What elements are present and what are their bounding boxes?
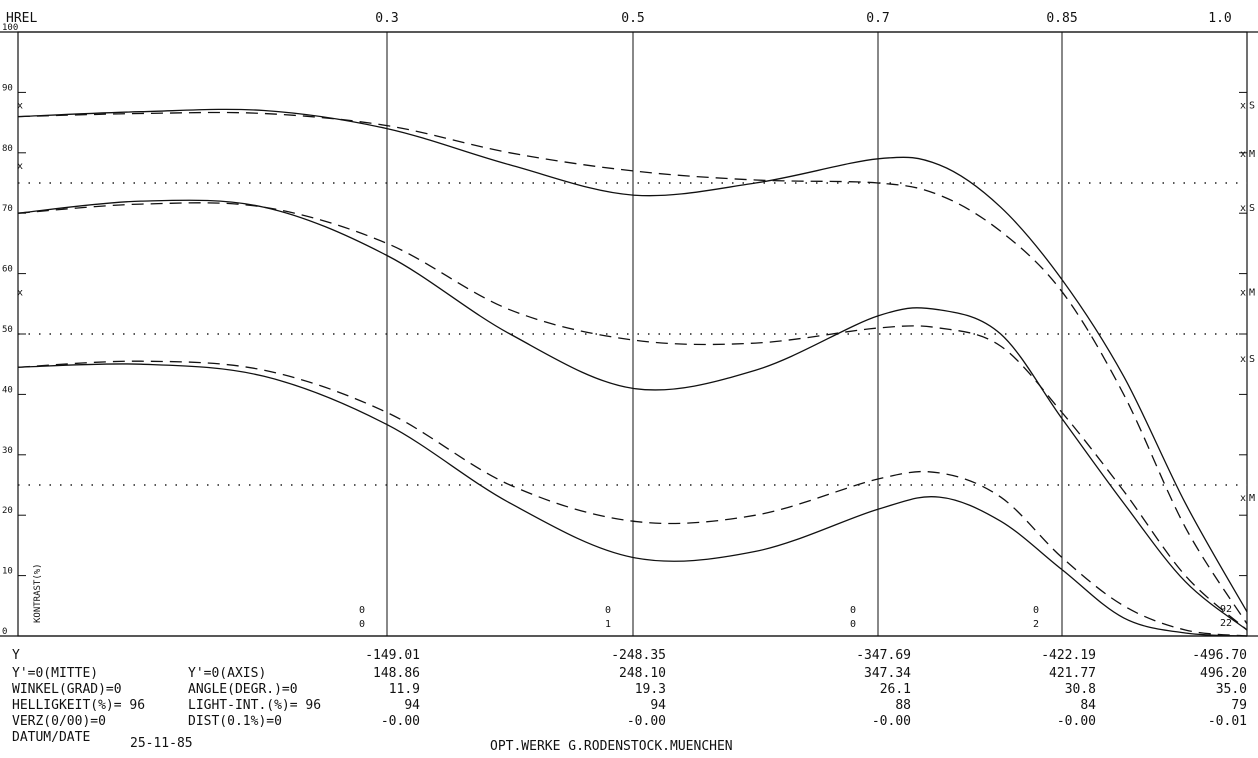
dashed-mtf-curve [17, 202, 1248, 631]
mtf-curves [17, 108, 1248, 637]
x-tick-label: 1.0 [1208, 11, 1231, 26]
y-tick-label: 60 [2, 265, 13, 275]
table-cell: -248.35 [611, 648, 666, 663]
side-mark-x: x [1240, 100, 1246, 111]
x-tick-label: 0.3 [375, 11, 398, 26]
table-cell: 94 [404, 698, 420, 713]
table-row-label: WINKEL(GRAD)=0 [12, 682, 122, 697]
y-tick-label: 20 [2, 506, 13, 516]
left-side-mark: x [17, 288, 23, 299]
table-cell: 496.20 [1200, 666, 1247, 681]
side-mark-label: M [1249, 149, 1255, 160]
y-tick-label: 40 [2, 385, 13, 395]
table-row-label: Y [12, 648, 20, 663]
table-cell: -422.19 [1041, 648, 1096, 663]
table-row-label-en: LIGHT-INT.(%)= 96 [188, 698, 321, 713]
table-cell: 148.86 [373, 666, 420, 681]
y-tick-label: 50 [2, 325, 13, 335]
y-tick-label: 0 [2, 627, 7, 637]
table-cell: 347.34 [864, 666, 911, 681]
dashed-mtf-curve [17, 360, 1248, 637]
x-tick-label: 0.7 [866, 11, 889, 26]
x-axis-label: HREL [6, 11, 37, 26]
table-cell: -0.00 [1057, 714, 1096, 729]
column-marker-top: 0 [850, 605, 856, 616]
solid-mtf-curve [17, 199, 1248, 631]
side-mark-label: M [1249, 493, 1255, 504]
date-value: 25-11-85 [130, 736, 193, 751]
y-axis-title: KONTRAST(%) [33, 563, 43, 623]
solid-mtf-curve [17, 108, 1248, 613]
table-cell: 88 [895, 698, 911, 713]
side-mark-x: x [1240, 493, 1246, 504]
column-marker-bottom: 2 [1033, 619, 1039, 630]
y-tick-label: 30 [2, 446, 13, 456]
column-markers: 0 0 0 1 0 0 0 2 92 22 [359, 604, 1232, 630]
table-row-label: Y'=0(MITTE) [12, 666, 98, 681]
table-cell: -0.00 [872, 714, 911, 729]
corner-label: 92 [1220, 604, 1232, 615]
column-marker-bottom: 0 [359, 619, 365, 630]
table-cell: 248.10 [619, 666, 666, 681]
table-cell: 79 [1231, 698, 1247, 713]
data-table: Y Y'=0(MITTE)WINKEL(GRAD)=0HELLIGKEIT(%)=… [12, 648, 1247, 754]
table-cell: -149.01 [365, 648, 420, 663]
table-cell: -0.00 [627, 714, 666, 729]
y-tick-label: 90 [2, 83, 13, 93]
table-cell: 26.1 [880, 682, 911, 697]
table-cell: 94 [650, 698, 666, 713]
table-cell: 19.3 [635, 682, 666, 697]
column-marker-bottom: 1 [605, 619, 611, 630]
table-cell: 421.77 [1049, 666, 1096, 681]
corner-label: 22 [1220, 618, 1232, 629]
y-tick-label: 10 [2, 567, 13, 577]
table-cell: 30.8 [1065, 682, 1096, 697]
manufacturer-credit: OPT.WERKE G.RODENSTOCK.MUENCHEN [490, 739, 733, 754]
table-row-label: DATUM/DATE [12, 730, 90, 745]
solid-mtf-curve [17, 363, 1248, 637]
side-mark-label: M [1249, 288, 1255, 299]
left-side-mark: x [17, 161, 23, 172]
column-marker-top: 0 [359, 605, 365, 616]
table-cell: -0.00 [381, 714, 420, 729]
column-marker-bottom: 0 [850, 619, 856, 630]
table-cell: 84 [1080, 698, 1096, 713]
x-tick-label: 0.85 [1046, 11, 1077, 26]
table-cell: 11.9 [389, 682, 420, 697]
table-cell: -347.69 [856, 648, 911, 663]
side-mark-label: S [1249, 100, 1255, 111]
side-mark-x: x [1240, 288, 1246, 299]
dashed-mtf-curve [17, 111, 1248, 625]
side-mark-label: S [1249, 354, 1255, 365]
y-tick-label: 80 [2, 144, 13, 154]
left-side-mark: x [17, 100, 23, 111]
table-cell: -496.70 [1192, 648, 1247, 663]
table-cell: 35.0 [1216, 682, 1247, 697]
table-row-label: VERZ(0/00)=0 [12, 714, 106, 729]
side-mark-label: S [1249, 203, 1255, 214]
side-mark-x: x [1240, 149, 1246, 160]
column-marker-top: 0 [605, 605, 611, 616]
x-tick-label: 0.5 [621, 11, 644, 26]
x-axis-header: HREL 0.3 0.5 0.7 0.85 1.0 [6, 11, 1232, 26]
y-tick-label: 70 [2, 204, 13, 214]
side-mark-x: x [1240, 203, 1246, 214]
table-row-label: HELLIGKEIT(%)= 96 [12, 698, 145, 713]
table-row-label-en: Y'=0(AXIS) [188, 666, 266, 681]
table-row-label-en: ANGLE(DEGR.)=0 [188, 682, 298, 697]
y-tick-label: 100 [2, 23, 18, 33]
side-mark-x: x [1240, 354, 1246, 365]
table-row-label-en: DIST(0.1%)=0 [188, 714, 282, 729]
table-cell: -0.01 [1208, 714, 1247, 729]
column-marker-top: 0 [1033, 605, 1039, 616]
